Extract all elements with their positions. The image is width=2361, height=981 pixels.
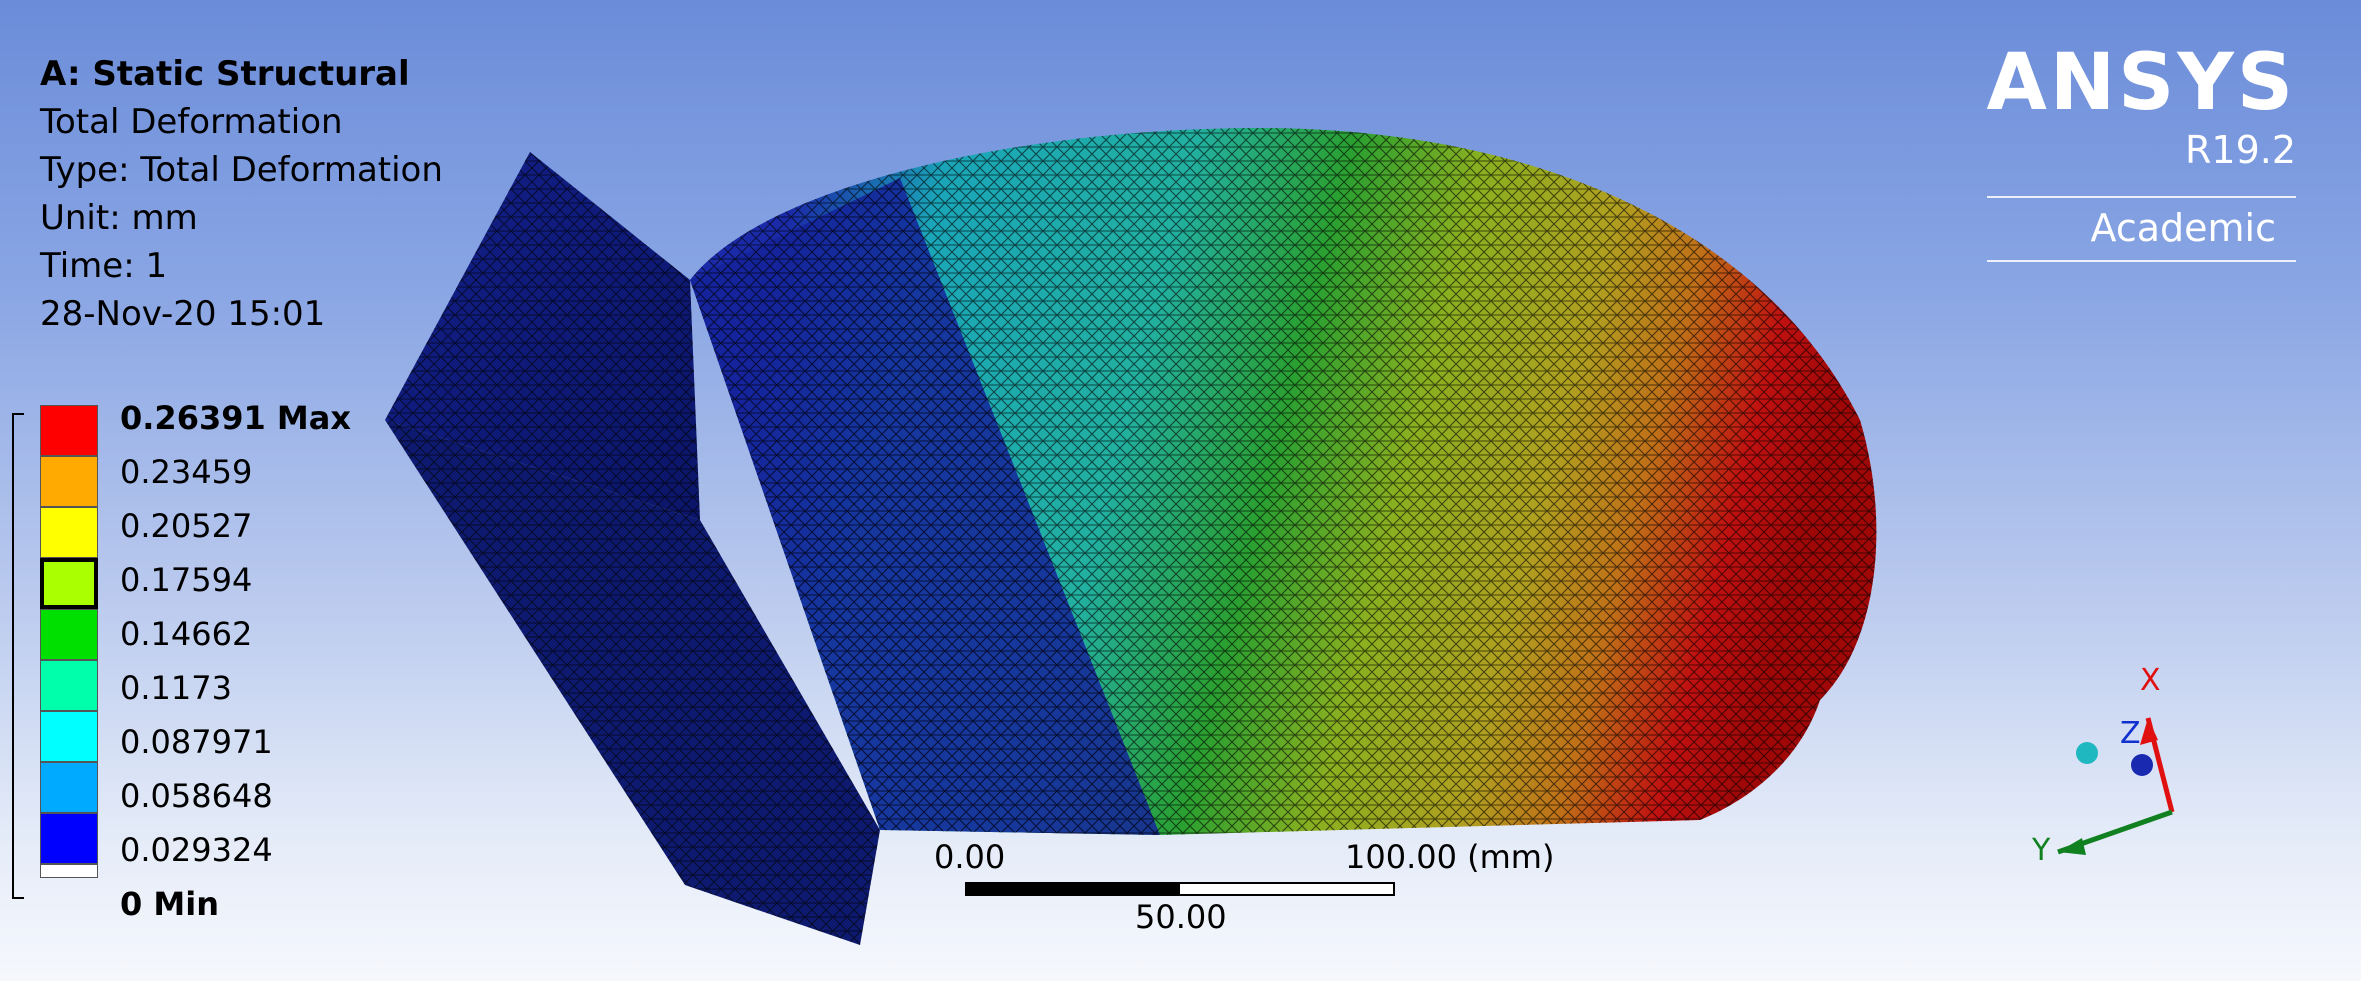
scale-right-label: 100.00 (mm) [1345,838,1555,876]
analysis-title: A: Static Structural [40,54,410,94]
legend-band[interactable] [40,660,98,711]
cap-body [690,127,1877,836]
legend-band[interactable] [40,813,98,864]
legend-value: 0.23459 [120,453,253,491]
result-time: Time: 1 [40,246,168,286]
legend-value: 0.20527 [120,507,253,545]
legend-band[interactable] [40,456,98,507]
triad-z-label: Z [2120,716,2141,751]
legend-values: 0.26391 Max 0.23459 0.20527 0.17594 0.14… [120,397,351,937]
scale-bar: 0.00 100.00 (mm) 50.00 [920,838,1620,958]
result-info: A: Static Structural Total Deformation T… [40,50,443,338]
axis-triad [2057,717,2175,855]
legend-value: 0.087971 [120,723,273,761]
legend-band[interactable] [40,558,98,609]
scale-left-label: 0.00 [934,838,1006,876]
legend-band[interactable] [40,711,98,762]
legend-band[interactable] [40,405,98,456]
brand-version: R19.2 [2184,128,2296,172]
result-timestamp: 28-Nov-20 15:01 [40,294,326,334]
legend-value: 0.14662 [120,615,253,653]
base-block [385,152,880,945]
ansys-logo: ANSYS R19.2 Academic [1986,38,2296,262]
legend-band-end [40,864,98,878]
brand-name: ANSYS [1986,38,2296,128]
result-unit: Unit: mm [40,198,198,238]
legend-value: 0.17594 [120,561,253,599]
scale-ruler [965,882,1395,896]
legend-band[interactable] [40,507,98,558]
legend-value: 0.1173 [120,669,232,707]
legend-value: 0.029324 [120,831,273,869]
legend-bands[interactable] [40,405,98,878]
legend-min: 0 Min [120,885,219,923]
brand-edition: Academic [1986,196,2296,262]
legend-band[interactable] [40,609,98,660]
triad-y-label: Y [2031,833,2051,868]
result-name: Total Deformation [40,102,343,142]
legend-bracket [12,413,24,899]
scale-mid-label: 50.00 [1135,898,1227,936]
triad-x-label: X [2140,663,2161,698]
legend-band[interactable] [40,762,98,813]
result-type: Type: Total Deformation [40,150,443,190]
legend-max: 0.26391 Max [120,399,351,437]
legend-value: 0.058648 [120,777,273,815]
